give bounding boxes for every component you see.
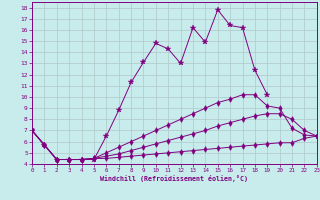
X-axis label: Windchill (Refroidissement éolien,°C): Windchill (Refroidissement éolien,°C) bbox=[100, 175, 248, 182]
